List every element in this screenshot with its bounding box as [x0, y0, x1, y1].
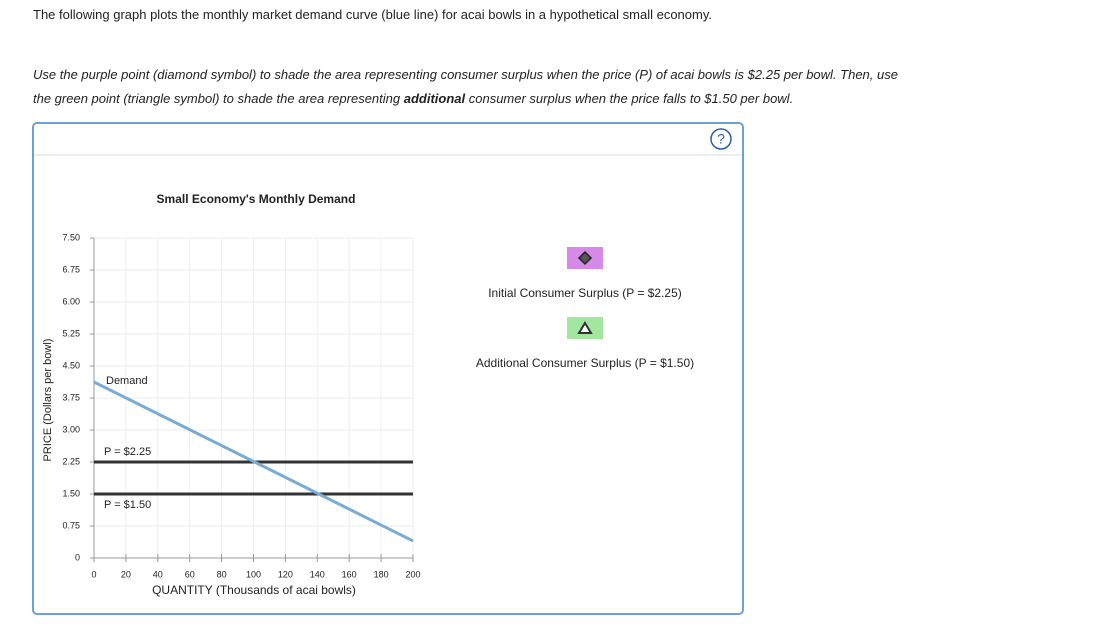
- x-tick-label: 80: [217, 569, 227, 579]
- x-tick-label: 200: [405, 569, 420, 579]
- x-tick-label: 140: [310, 569, 325, 579]
- x-tick-label: 0: [91, 569, 96, 579]
- tool-label[interactable]: Initial Consumer Surplus (P = $2.25): [488, 286, 682, 300]
- drawing-tool[interactable]: Additional Consumer Surplus (P = $1.50): [476, 317, 694, 370]
- tool-symbol[interactable]: [577, 250, 593, 266]
- drawing-tool[interactable]: Initial Consumer Surplus (P = $2.25): [488, 247, 682, 300]
- x-tick-label: 60: [185, 569, 195, 579]
- y-axis-label: PRICE (Dollars per bowl): [42, 339, 54, 462]
- help-icon[interactable]: ?: [717, 131, 725, 147]
- series-label: Demand: [106, 375, 148, 387]
- y-tick-label: 1.50: [62, 488, 80, 498]
- instruction-text: the green point (triangle symbol) to sha…: [33, 91, 404, 106]
- y-tick-label: 5.25: [62, 328, 80, 338]
- price-line-label: P = $1.50: [104, 499, 151, 511]
- x-tick-label: 100: [246, 569, 261, 579]
- tool-symbol[interactable]: [577, 321, 593, 334]
- x-tick-label: 180: [374, 569, 389, 579]
- instruction-line: the green point (triangle symbol) to sha…: [33, 91, 793, 106]
- instruction-text: consumer surplus when the price falls to…: [465, 91, 794, 106]
- instruction-line: Use the purple point (diamond symbol) to…: [33, 67, 898, 82]
- help-button[interactable]: [710, 128, 732, 150]
- price-line-label: P = $2.25: [104, 446, 151, 458]
- y-tick-label: 4.50: [62, 360, 80, 370]
- y-tick-label: 0.75: [62, 520, 80, 530]
- chart-title: Small Economy's Monthly Demand: [157, 192, 356, 206]
- y-tick-label: 6.75: [62, 264, 80, 274]
- instruction-emphasis: additional: [403, 91, 466, 106]
- x-axis-label: QUANTITY (Thousands of acai bowls): [152, 583, 356, 597]
- y-tick-label: 3.00: [62, 424, 80, 434]
- intro-text: The following graph plots the monthly ma…: [33, 7, 712, 22]
- y-tick-label: 7.50: [62, 232, 80, 242]
- y-tick-label: 2.25: [62, 456, 80, 466]
- x-tick-label: 120: [278, 569, 293, 579]
- panel-border: [32, 122, 744, 615]
- x-tick-label: 40: [153, 569, 163, 579]
- y-tick-label: 6.00: [62, 296, 80, 306]
- y-tick-label: 0: [75, 552, 80, 562]
- demand-line: [93, 380, 414, 543]
- y-tick-label: 3.75: [62, 392, 80, 402]
- tool-label[interactable]: Additional Consumer Surplus (P = $1.50): [476, 356, 694, 370]
- x-tick-label: 160: [342, 569, 357, 579]
- x-tick-label: 20: [121, 569, 131, 579]
